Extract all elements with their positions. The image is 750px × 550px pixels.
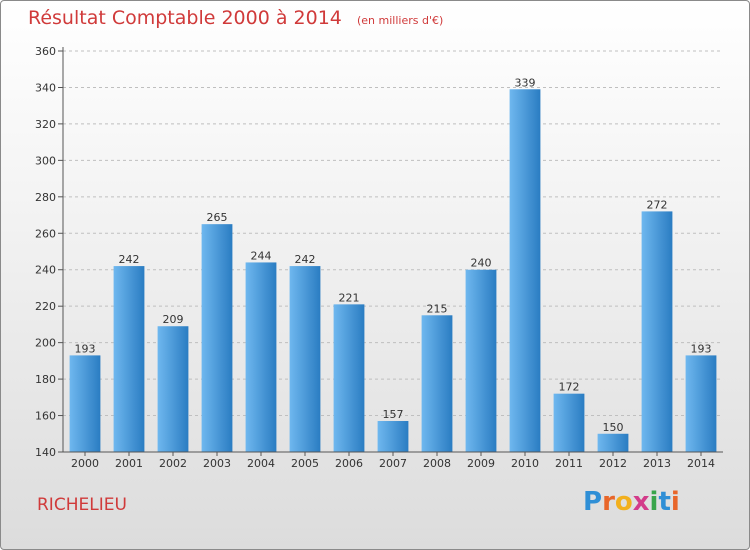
bar xyxy=(113,266,145,452)
y-tick-label: 220 xyxy=(35,300,56,313)
proxiti-logo: Proxiti xyxy=(583,487,680,517)
data-label: 215 xyxy=(427,302,448,315)
y-tick-label: 340 xyxy=(35,81,56,94)
data-label: 242 xyxy=(295,253,316,266)
logo-letter: i xyxy=(670,487,680,517)
data-label: 242 xyxy=(119,253,140,266)
y-tick-label: 300 xyxy=(35,154,56,167)
y-tick-label: 200 xyxy=(35,337,56,350)
logo-letter: t xyxy=(658,487,671,517)
x-tick-label: 2000 xyxy=(71,457,99,470)
x-tick-label: 2011 xyxy=(555,457,583,470)
y-tick-label: 140 xyxy=(35,446,56,459)
x-tick-label: 2006 xyxy=(335,457,363,470)
x-tick-label: 2014 xyxy=(687,457,715,470)
x-tick-label: 2003 xyxy=(203,457,231,470)
data-label: 157 xyxy=(383,408,404,421)
x-tick-label: 2013 xyxy=(643,457,671,470)
y-tick-label: 320 xyxy=(35,118,56,131)
y-tick-label: 260 xyxy=(35,227,56,240)
data-label: 172 xyxy=(559,381,580,394)
bar xyxy=(421,315,453,452)
y-tick-label: 360 xyxy=(35,45,56,58)
bar xyxy=(641,211,673,452)
x-tick-label: 2010 xyxy=(511,457,539,470)
bar xyxy=(157,326,189,452)
y-tick-label: 160 xyxy=(35,410,56,423)
y-tick-label: 240 xyxy=(35,264,56,277)
data-label: 193 xyxy=(691,342,712,355)
x-tick-label: 2005 xyxy=(291,457,319,470)
data-label: 240 xyxy=(471,257,492,270)
bar xyxy=(69,355,101,452)
logo-letter: r xyxy=(602,487,615,517)
bar xyxy=(597,433,629,452)
bar xyxy=(201,224,233,452)
x-tick-label: 2009 xyxy=(467,457,495,470)
bar xyxy=(509,89,541,452)
commune-name: RICHELIEU xyxy=(37,495,127,515)
data-label: 193 xyxy=(75,342,96,355)
logo-letter: P xyxy=(583,487,603,517)
axes xyxy=(58,47,723,456)
data-label: 221 xyxy=(339,291,360,304)
data-label: 339 xyxy=(515,76,536,89)
data-label: 244 xyxy=(251,249,272,262)
logo-letter: o xyxy=(614,487,633,517)
x-tick-label: 2012 xyxy=(599,457,627,470)
data-label: 150 xyxy=(603,421,624,434)
labels: 140 160 180 200 220 240 260 280 300 320 340 360 193 2… xyxy=(35,45,715,470)
data-label: 265 xyxy=(207,211,228,224)
y-tick-label: 280 xyxy=(35,191,56,204)
data-label: 272 xyxy=(647,198,668,211)
logo-letter: i xyxy=(649,487,659,517)
x-tick-label: 2002 xyxy=(159,457,187,470)
bar xyxy=(685,355,717,452)
bar xyxy=(377,421,409,452)
y-tick-label: 180 xyxy=(35,373,56,386)
chart-title-block: Résultat Comptable 2000 à 2014 (en milli… xyxy=(28,7,443,29)
x-tick-label: 2008 xyxy=(423,457,451,470)
bar xyxy=(289,266,321,452)
chart-title: Résultat Comptable 2000 à 2014 xyxy=(28,7,342,29)
data-label: 209 xyxy=(163,313,184,326)
bars xyxy=(69,89,717,452)
logo-letter: x xyxy=(632,487,650,517)
chart-unit: (en milliers d'€) xyxy=(356,14,444,27)
bar xyxy=(465,269,497,452)
bar xyxy=(553,393,585,452)
x-tick-label: 2007 xyxy=(379,457,407,470)
bar xyxy=(333,304,365,452)
x-tick-label: 2004 xyxy=(247,457,275,470)
bar xyxy=(245,262,277,452)
x-tick-label: 2001 xyxy=(115,457,143,470)
